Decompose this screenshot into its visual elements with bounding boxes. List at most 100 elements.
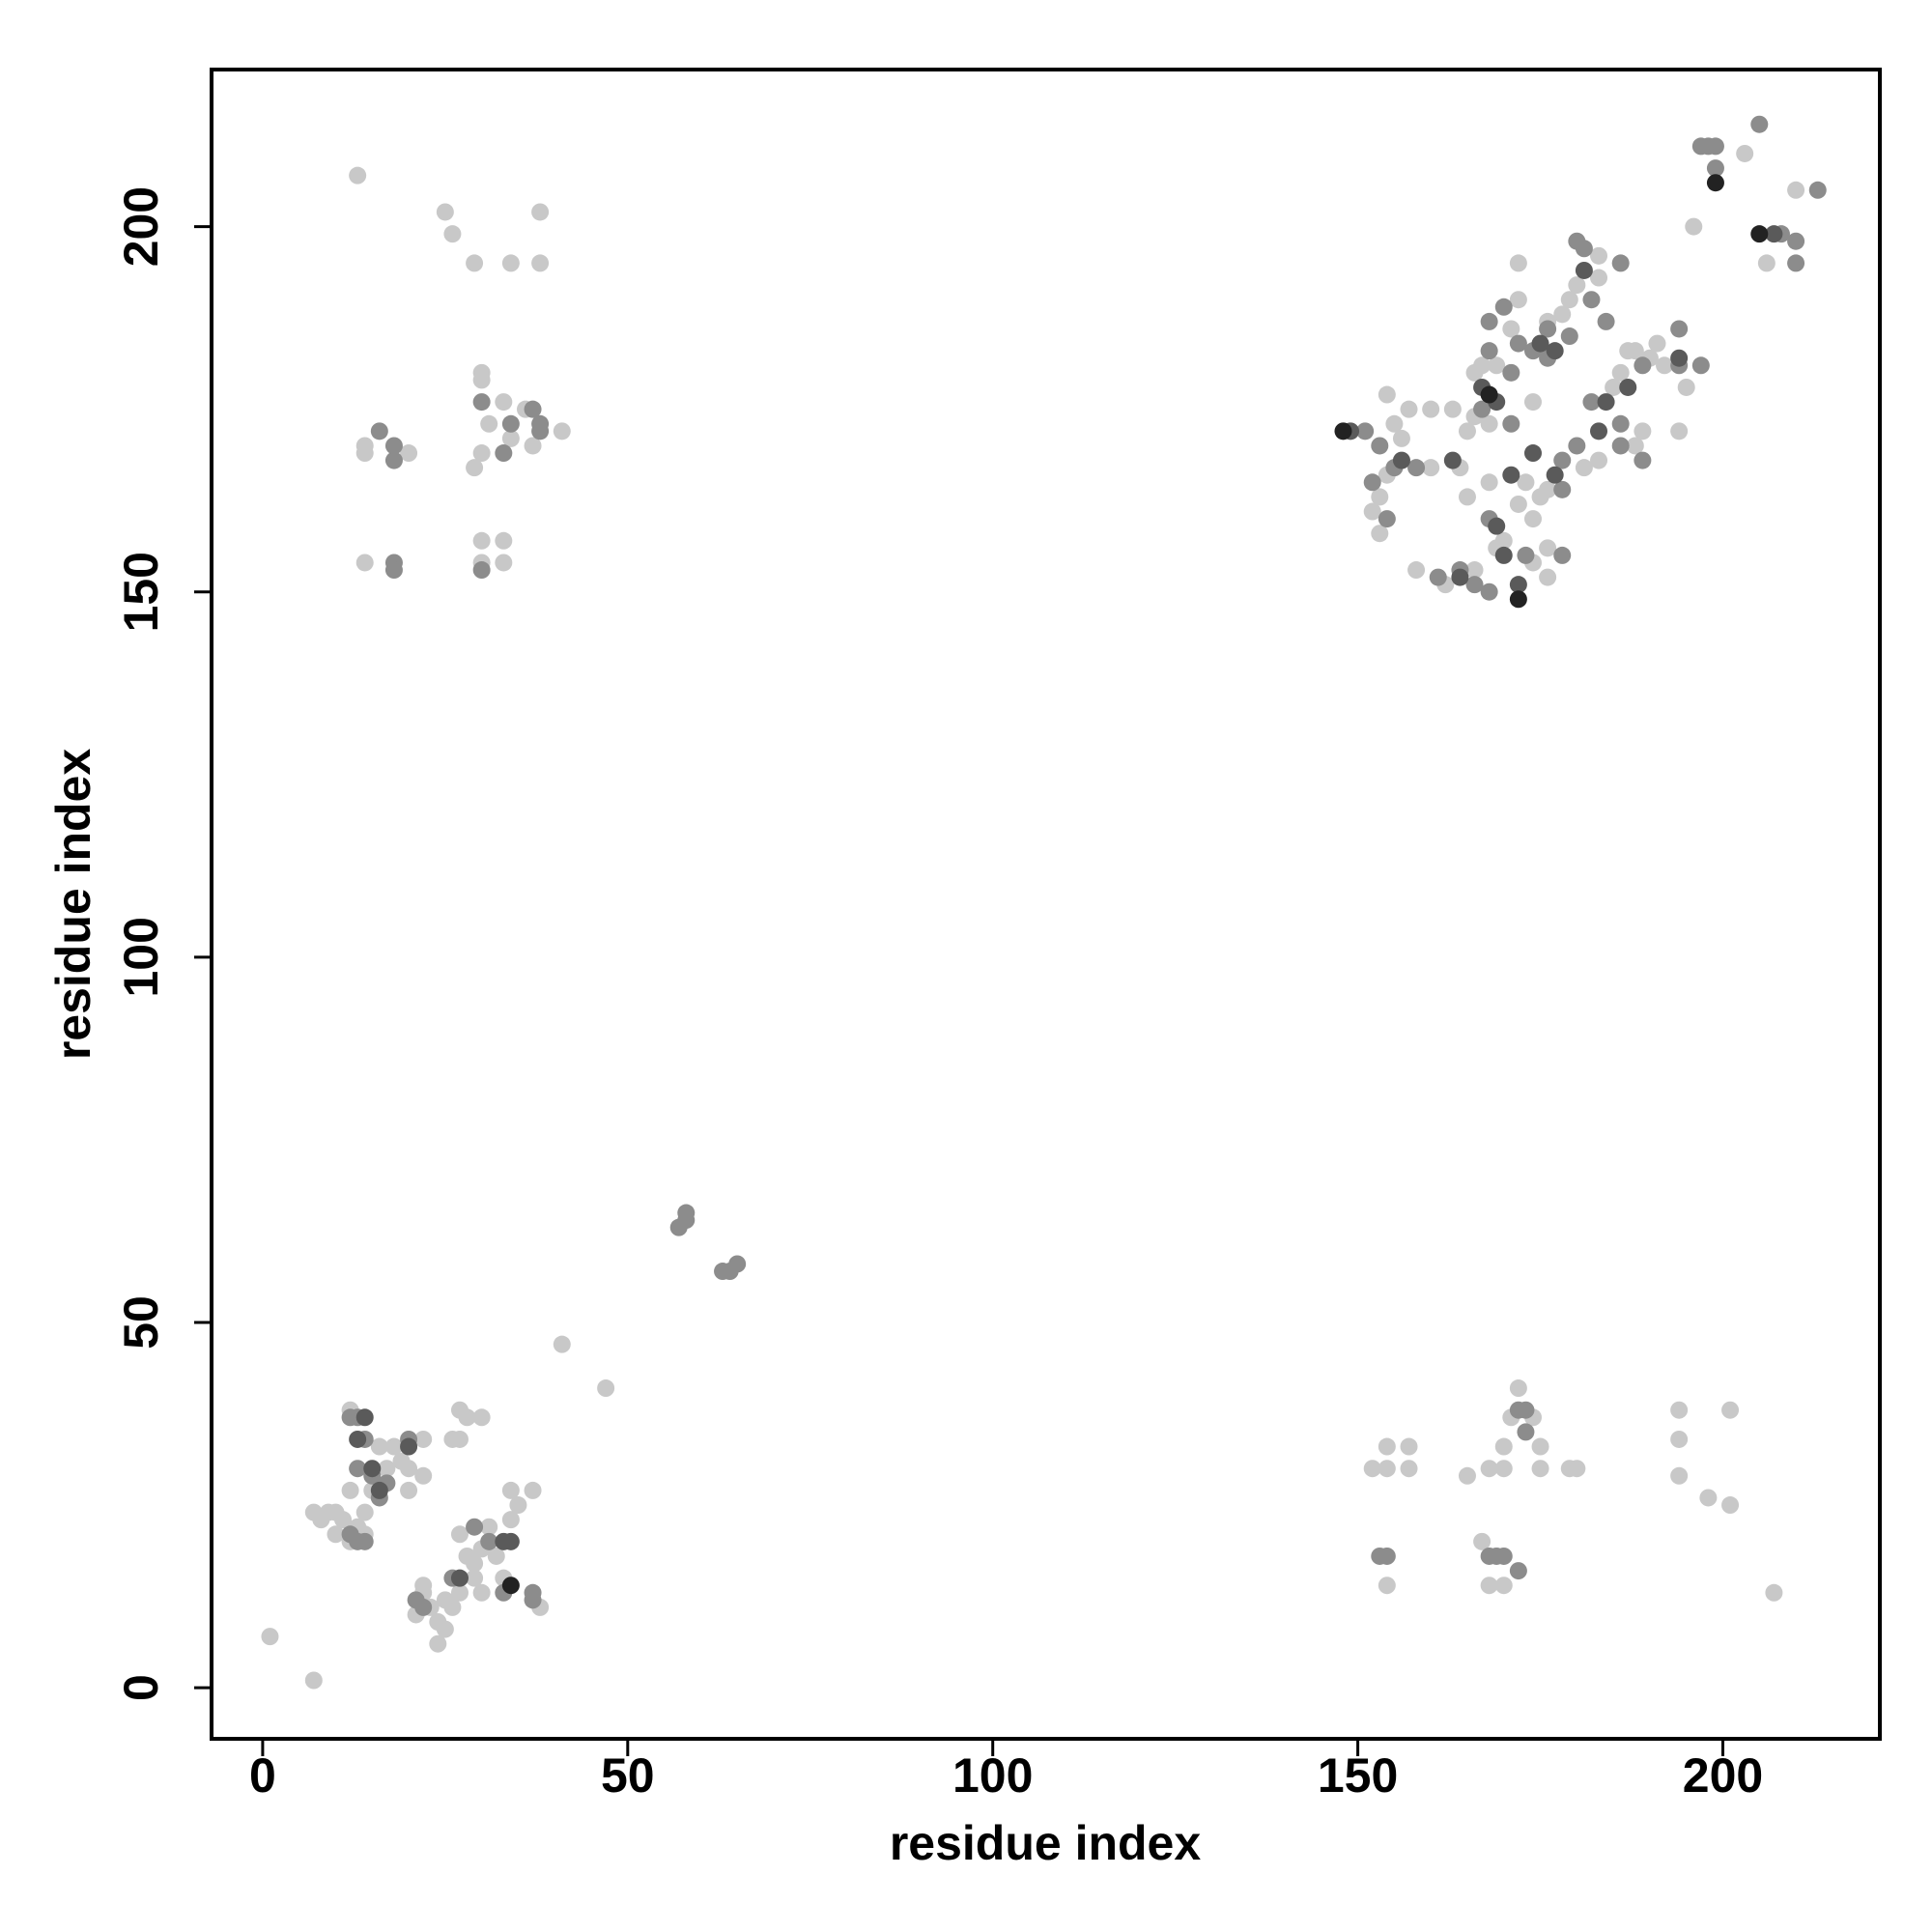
- y-axis-title: residue index: [46, 749, 100, 1061]
- point: [1465, 561, 1484, 580]
- point: [450, 1430, 469, 1448]
- point: [1509, 495, 1527, 513]
- point: [1334, 422, 1352, 440]
- point: [1363, 1460, 1381, 1478]
- point: [466, 459, 484, 477]
- point: [1422, 459, 1440, 477]
- point: [1371, 488, 1389, 506]
- point: [1560, 291, 1578, 309]
- point: [355, 1532, 374, 1550]
- point: [1699, 1489, 1718, 1507]
- point: [472, 444, 491, 463]
- point: [436, 1591, 454, 1609]
- point: [1611, 437, 1630, 455]
- point: [1670, 1401, 1689, 1419]
- point: [1582, 393, 1601, 412]
- point: [466, 1518, 484, 1536]
- point: [1575, 261, 1593, 279]
- y-tick-label: 50: [114, 1295, 168, 1350]
- point: [1611, 254, 1630, 272]
- point: [1378, 1437, 1396, 1456]
- point: [1494, 1437, 1513, 1456]
- point: [1400, 1460, 1418, 1478]
- point: [553, 1335, 571, 1353]
- point: [1677, 378, 1695, 396]
- point: [363, 1460, 382, 1478]
- point: [1443, 451, 1462, 469]
- point: [261, 1628, 279, 1646]
- point: [429, 1613, 447, 1632]
- point: [531, 203, 550, 221]
- y-tick-label: 150: [114, 552, 168, 632]
- point: [1494, 1460, 1513, 1478]
- point: [1480, 1460, 1498, 1478]
- point: [472, 561, 491, 580]
- point: [1509, 1379, 1527, 1398]
- point: [1787, 181, 1805, 199]
- point: [509, 1496, 527, 1515]
- plot-frame: [210, 68, 1882, 1741]
- point: [1648, 334, 1666, 353]
- point: [1575, 459, 1593, 477]
- point: [1626, 342, 1644, 360]
- point: [501, 1577, 520, 1595]
- point: [414, 1598, 433, 1616]
- point: [458, 1408, 476, 1427]
- point: [1443, 400, 1462, 418]
- point: [1787, 254, 1805, 272]
- point: [1509, 334, 1527, 353]
- point: [1590, 269, 1608, 287]
- point: [597, 1379, 615, 1398]
- point: [1611, 363, 1630, 382]
- point: [327, 1525, 345, 1544]
- point: [304, 1671, 323, 1690]
- point: [1371, 525, 1389, 543]
- point: [524, 1481, 542, 1499]
- point: [1531, 334, 1549, 353]
- point: [1626, 437, 1644, 455]
- point: [1575, 240, 1593, 258]
- point: [355, 437, 374, 455]
- point: [1400, 400, 1418, 418]
- point: [1502, 320, 1520, 338]
- point: [466, 1554, 484, 1573]
- point: [355, 1503, 374, 1521]
- point: [1619, 378, 1637, 396]
- point: [480, 1532, 498, 1550]
- point: [1765, 225, 1783, 243]
- point: [1494, 531, 1513, 550]
- point: [472, 363, 491, 382]
- point: [1502, 466, 1520, 484]
- point: [1517, 1423, 1535, 1441]
- point: [1523, 393, 1542, 412]
- y-tick-label: 0: [114, 1674, 168, 1701]
- point: [472, 531, 491, 550]
- point: [370, 422, 388, 440]
- point: [370, 1437, 388, 1456]
- point: [1706, 159, 1724, 178]
- point: [450, 1583, 469, 1602]
- point: [1488, 517, 1506, 535]
- point: [1473, 1532, 1492, 1550]
- point: [1706, 137, 1724, 156]
- point: [1465, 576, 1484, 594]
- point: [1494, 298, 1513, 316]
- point: [1582, 291, 1601, 309]
- point: [1670, 320, 1689, 338]
- y-tick-label: 100: [114, 917, 168, 997]
- x-axis-title: residue index: [890, 1816, 1202, 1870]
- point: [1757, 254, 1776, 272]
- point: [1523, 510, 1542, 528]
- x-tick-label: 0: [249, 1748, 276, 1803]
- point: [1546, 466, 1564, 484]
- point: [1509, 291, 1527, 309]
- point: [1480, 312, 1498, 330]
- point: [1634, 451, 1652, 469]
- point: [466, 254, 484, 272]
- point: [1458, 1466, 1476, 1485]
- point: [1517, 473, 1535, 492]
- point: [1451, 568, 1469, 586]
- point: [1392, 429, 1410, 447]
- point: [1429, 568, 1447, 586]
